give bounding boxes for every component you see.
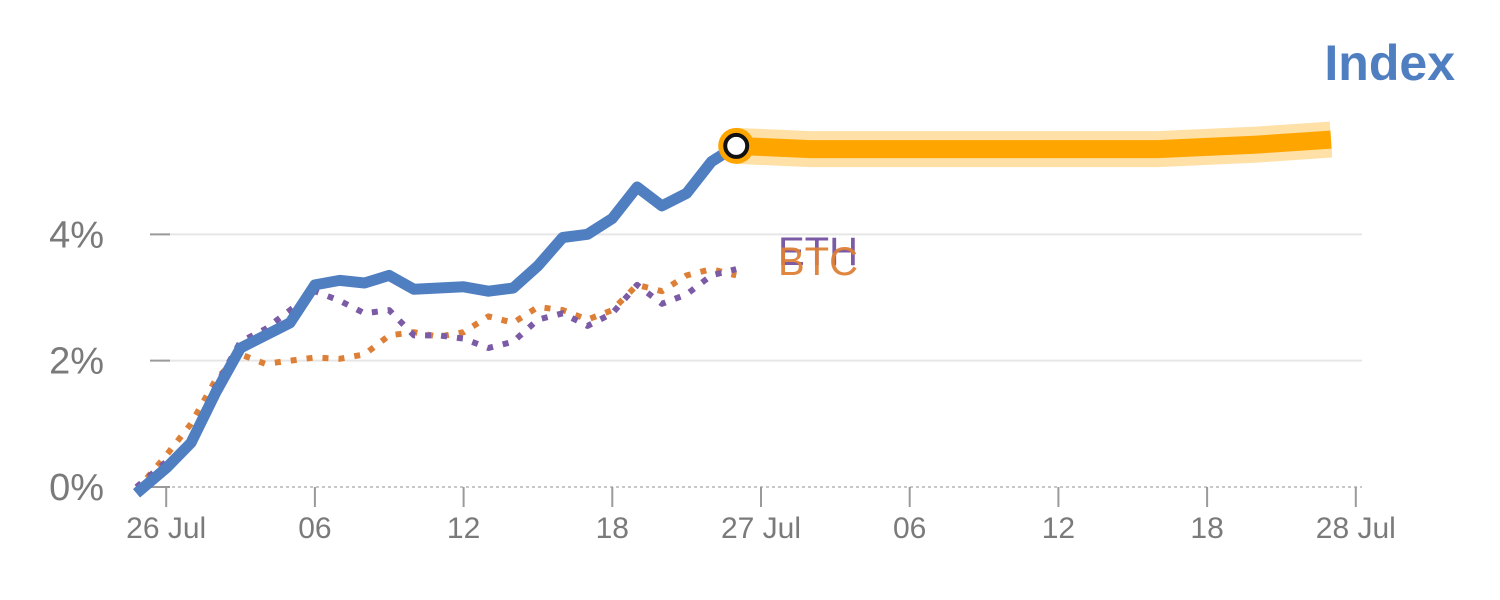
x-tick-label: 18	[596, 512, 629, 545]
x-tick-label: 27 Jul	[721, 512, 801, 545]
x-tick-label: 18	[1190, 512, 1223, 545]
eth-series-label: ETH	[778, 230, 858, 274]
x-tick-label: 12	[1042, 512, 1075, 545]
current-point-marker	[723, 132, 750, 159]
index-series-line	[132, 141, 740, 498]
btc-series-label: BTC	[778, 240, 858, 284]
chart-title: Index	[1324, 35, 1455, 91]
x-tick-label: 06	[298, 512, 331, 545]
x-tick-label: 28 Jul	[1316, 512, 1396, 545]
x-tick-label: 12	[447, 512, 480, 545]
x-tick-label: 26 Jul	[126, 512, 206, 545]
eth-series-line	[134, 266, 737, 490]
y-tick-label: 4%	[49, 214, 104, 256]
y-tick-label: 2%	[49, 341, 104, 383]
x-tick-label: 06	[893, 512, 926, 545]
forecast-line	[735, 130, 1332, 159]
y-tick-label: 0%	[49, 467, 104, 509]
